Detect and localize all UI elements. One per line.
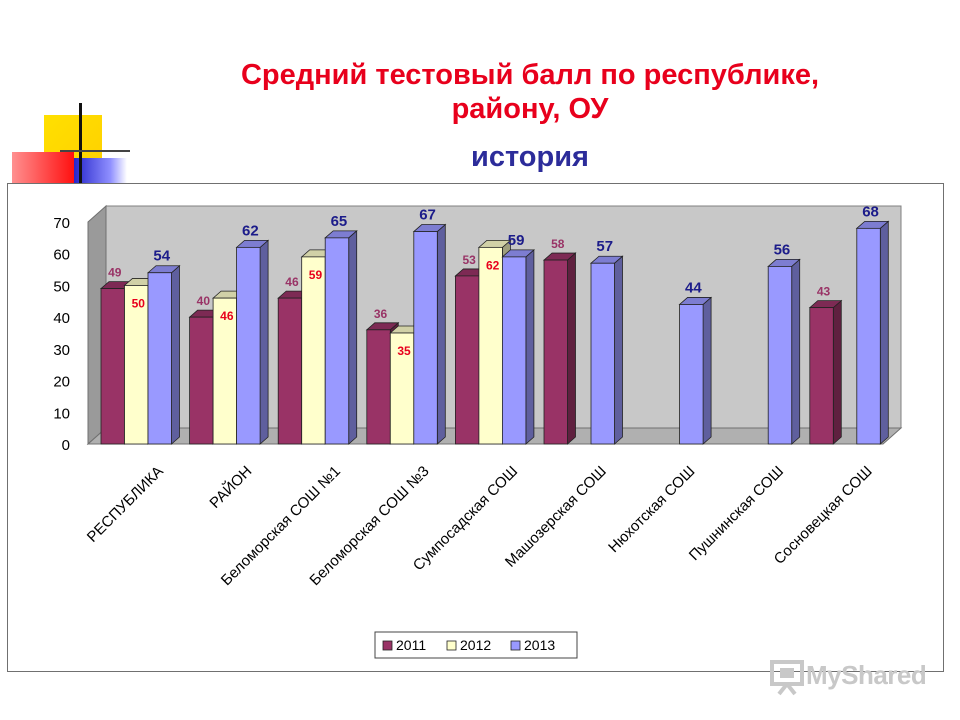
y-tick-label: 30 xyxy=(53,342,70,359)
data-label: 54 xyxy=(153,248,170,265)
bar-2013-1 xyxy=(236,246,261,445)
data-label: 56 xyxy=(774,241,791,258)
data-label: 67 xyxy=(419,207,436,224)
bar-side xyxy=(832,299,842,445)
data-label: 57 xyxy=(596,238,613,255)
bar-2011-1 xyxy=(189,316,214,445)
chart-title-line1: Средний тестовый балл по республике, xyxy=(240,59,820,91)
x-tick-label: Нюхотская СОШ xyxy=(605,463,698,556)
bar-side xyxy=(702,296,712,445)
bar-2013-6 xyxy=(679,304,704,445)
bar-side xyxy=(436,223,446,445)
data-label: 59 xyxy=(309,268,323,282)
bar-2012-4 xyxy=(478,246,503,445)
bar-side xyxy=(791,258,801,445)
bar-2013-7 xyxy=(767,265,793,445)
data-label: 58 xyxy=(551,237,565,251)
bar-side xyxy=(259,239,269,445)
presentation-icon xyxy=(770,660,804,696)
y-tick-label: 40 xyxy=(53,310,70,327)
decor-vertical-line xyxy=(79,103,82,187)
bar-2013-5 xyxy=(590,262,615,445)
y-tick-label: 0 xyxy=(62,437,70,454)
legend-label-2011: 2011 xyxy=(396,637,426,653)
bar-2013-8 xyxy=(856,227,881,445)
y-tick-label: 60 xyxy=(53,247,70,264)
bar-side xyxy=(525,249,535,445)
data-label: 46 xyxy=(220,309,234,323)
bar-side xyxy=(171,264,180,445)
data-label: 35 xyxy=(397,344,411,358)
legend-box xyxy=(374,631,578,659)
chart-subtitle: история xyxy=(471,141,589,173)
watermark-logo xyxy=(768,656,938,696)
legend-swatch-2011 xyxy=(382,640,393,651)
y-tick-label: 70 xyxy=(53,215,70,232)
bar-side xyxy=(614,255,623,445)
legend-swatch-2012 xyxy=(446,640,457,651)
decor-red-square xyxy=(12,152,74,186)
data-label: 62 xyxy=(486,258,500,272)
data-label: 43 xyxy=(817,285,831,299)
data-label: 44 xyxy=(685,279,702,296)
x-tick-label: РАЙОН xyxy=(206,462,256,512)
bar-side xyxy=(879,220,889,445)
legend-swatch-2013 xyxy=(510,640,521,651)
data-label: 40 xyxy=(197,294,211,308)
data-label: 59 xyxy=(508,232,525,249)
legend-label-2013: 2013 xyxy=(524,637,555,653)
watermark-text: MyShared xyxy=(806,660,927,690)
y-tick-label: 50 xyxy=(53,278,70,295)
x-tick-label: РЕСПУБЛИКА xyxy=(84,463,167,546)
data-label: 36 xyxy=(374,307,388,321)
bar-side xyxy=(567,252,576,445)
data-label: 46 xyxy=(285,275,299,289)
x-tick-label: Пушнинская СОШ xyxy=(686,463,787,564)
y-tick-label: 10 xyxy=(53,405,70,422)
chart-title: Средний тестовый балл по республике, рай… xyxy=(150,58,910,126)
data-label: 50 xyxy=(132,296,146,310)
bar-2013-4 xyxy=(501,256,527,445)
bar-2013-3 xyxy=(413,231,438,445)
bar-2011-8 xyxy=(809,307,834,445)
legend-label-2012: 2012 xyxy=(460,637,491,653)
data-label: 68 xyxy=(862,203,879,220)
chart-title-line2: району, ОУ xyxy=(451,93,609,125)
bar-2013-2 xyxy=(324,237,350,445)
bar-2011-4 xyxy=(454,275,480,445)
x-tick-label: Сосновецкая СОШ xyxy=(771,463,876,568)
data-label: 65 xyxy=(331,213,348,230)
bar-side xyxy=(348,229,358,445)
x-tick-label: Машозерская СОШ xyxy=(502,463,610,571)
bar-2013-0 xyxy=(147,272,172,445)
bar-2011-3 xyxy=(366,329,391,445)
data-label: 49 xyxy=(108,266,122,280)
decor-horizontal-line xyxy=(60,150,130,152)
bar-2011-5 xyxy=(543,259,568,445)
bar-2011-0 xyxy=(100,288,125,445)
bar-2012-2 xyxy=(301,256,326,445)
data-label: 53 xyxy=(462,253,476,267)
y-tick-label: 20 xyxy=(53,374,70,391)
bar-2011-2 xyxy=(277,297,303,445)
data-label: 62 xyxy=(242,222,259,239)
